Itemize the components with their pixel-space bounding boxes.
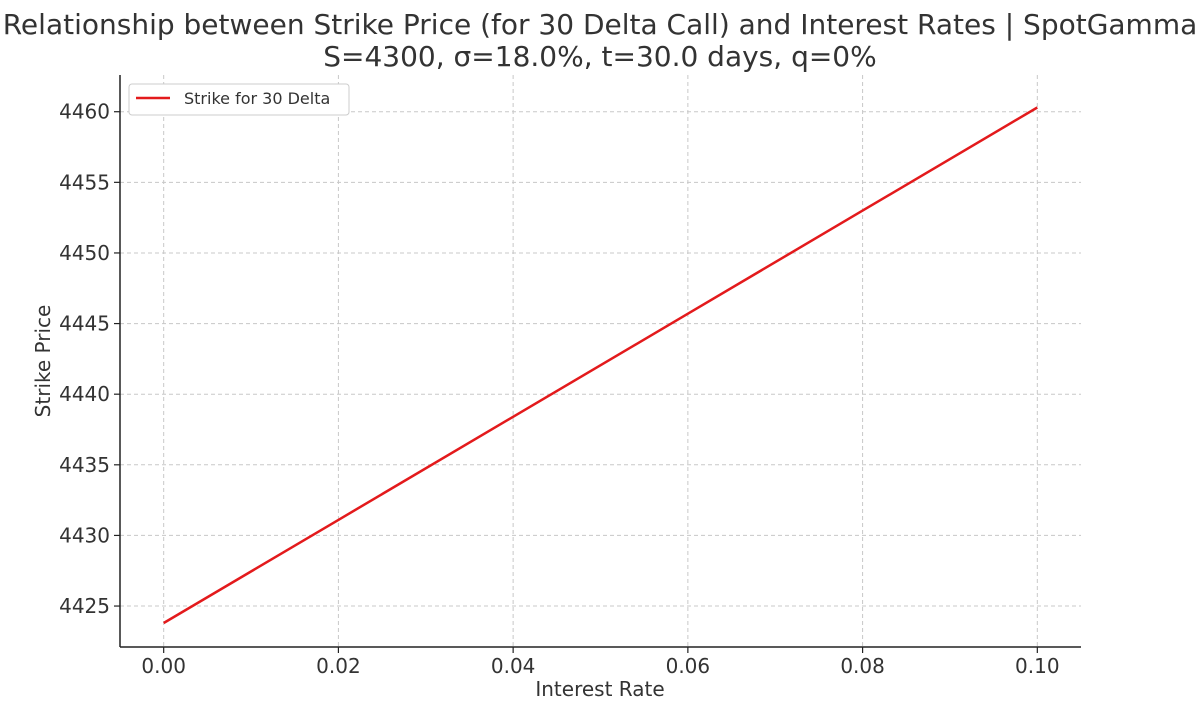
y-tick-label: 4450 (59, 241, 110, 265)
x-tick-label: 0.02 (316, 654, 361, 678)
y-tick-label: 4425 (59, 594, 110, 618)
series-line (163, 106, 1038, 625)
legend: Strike for 30 Delta (128, 83, 350, 116)
y-tick-label: 4460 (59, 100, 110, 124)
legend-box (128, 83, 350, 116)
x-tick-label: 0.04 (491, 654, 536, 678)
x-tick-label: 0.08 (840, 654, 885, 678)
grid (120, 75, 1081, 647)
chart-title: Relationship between Strike Price (for 3… (3, 8, 1198, 41)
x-axis-label: Interest Rate (535, 677, 664, 701)
series-layer (163, 106, 1038, 625)
y-tick-label: 4445 (59, 312, 110, 336)
x-tick-label: 0.00 (141, 654, 186, 678)
y-tick-label: 4440 (59, 382, 110, 406)
x-tick-label: 0.10 (1015, 654, 1060, 678)
x-ticks: 0.00 0.02 0.04 0.06 0.08 0.10 (141, 647, 1060, 678)
chart-subtitle: S=4300, σ=18.0%, t=30.0 days, q=0% (323, 40, 876, 73)
y-ticks: 4425 4430 4435 4440 4445 4450 4455 4460 (59, 100, 120, 618)
y-tick-label: 4435 (59, 453, 110, 477)
y-tick-label: 4430 (59, 523, 110, 547)
y-axis-label: Strike Price (31, 305, 55, 418)
legend-label: Strike for 30 Delta (184, 89, 330, 108)
x-tick-label: 0.06 (666, 654, 711, 678)
y-tick-label: 4455 (59, 170, 110, 194)
